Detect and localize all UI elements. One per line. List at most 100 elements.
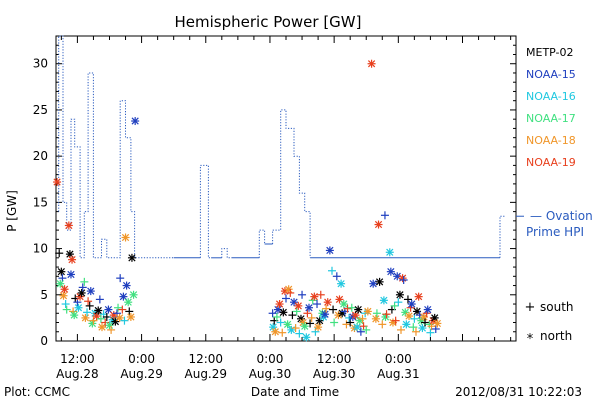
data-point-noaa-18-north bbox=[284, 285, 293, 294]
x-tick-label-date: Aug.30 bbox=[249, 367, 292, 381]
x-tick-label-date: Aug.31 bbox=[377, 367, 420, 381]
y-tick-label: 5 bbox=[40, 288, 48, 302]
marker-stroke bbox=[387, 268, 395, 276]
x-tick-label-date: Aug.30 bbox=[313, 367, 356, 381]
data-point-noaa-15-north bbox=[423, 305, 432, 314]
data-point-noaa-16-north bbox=[337, 279, 346, 288]
data-point-metp-02-north bbox=[354, 305, 363, 314]
data-point-metp-02-south bbox=[306, 319, 315, 328]
data-point-noaa-18-south bbox=[278, 328, 287, 337]
data-point-noaa-18-north bbox=[121, 233, 130, 242]
data-point-noaa-15-north bbox=[122, 281, 131, 290]
data-point-noaa-18-south bbox=[411, 327, 420, 336]
data-point-noaa-17-north bbox=[283, 320, 292, 329]
marker-stroke bbox=[386, 248, 394, 256]
marker-stroke bbox=[119, 293, 128, 301]
marker-stroke bbox=[78, 289, 86, 297]
data-point-noaa-18-south bbox=[358, 314, 367, 323]
marker-stroke bbox=[335, 295, 344, 304]
x-axis-label: Date and Time bbox=[251, 385, 339, 399]
data-point-metp-02-north bbox=[127, 253, 136, 262]
marker-stroke bbox=[275, 300, 284, 308]
data-point-noaa-19-north bbox=[398, 274, 407, 283]
data-point-noaa-16-south bbox=[61, 300, 70, 309]
data-point-noaa-15-north bbox=[369, 279, 378, 288]
data-point-metp-02-north bbox=[77, 288, 86, 297]
data-point-noaa-18-north bbox=[405, 312, 414, 321]
data-point-noaa-16-north bbox=[287, 325, 296, 334]
marker-stroke bbox=[57, 268, 65, 276]
data-point-noaa-19-south bbox=[101, 318, 110, 327]
marker-stroke bbox=[401, 308, 409, 316]
legend-entry-noaa-17: NOAA-17 bbox=[526, 112, 576, 125]
data-point-metp-02-south bbox=[125, 307, 134, 316]
data-point-noaa-19-north bbox=[294, 301, 303, 310]
data-point-noaa-19-north bbox=[64, 221, 73, 230]
marker-stroke bbox=[68, 256, 76, 264]
marker-stroke bbox=[105, 321, 114, 329]
ovation-label-line1: — Ovation bbox=[530, 209, 593, 223]
data-point-noaa-18-north bbox=[59, 291, 68, 300]
data-point-noaa-15-north bbox=[86, 287, 95, 296]
marker-legend-north: * north bbox=[527, 329, 572, 347]
data-point-metp-02-north bbox=[57, 267, 66, 276]
marker-stroke bbox=[271, 328, 279, 336]
data-point-noaa-15-south bbox=[95, 295, 104, 304]
data-point-metp-02-south bbox=[288, 311, 297, 320]
marker-stroke bbox=[301, 322, 309, 330]
data-point-noaa-19-north bbox=[414, 292, 423, 301]
ovation-dotted-segment bbox=[199, 164, 212, 259]
plot-credit: Plot: CCMC bbox=[4, 385, 70, 399]
marker-stroke bbox=[405, 312, 413, 320]
marker-stroke bbox=[131, 117, 139, 125]
data-point-noaa-15-south bbox=[380, 211, 389, 220]
data-point-noaa-19-south bbox=[84, 297, 93, 306]
data-point-noaa-19-south bbox=[382, 310, 391, 319]
y-tick-label: 0 bbox=[40, 334, 48, 348]
marker-stroke bbox=[279, 308, 287, 316]
marker-stroke bbox=[337, 280, 345, 288]
data-point-noaa-18-north bbox=[314, 323, 323, 332]
marker-stroke bbox=[354, 305, 362, 314]
legend-entry-metp-02: METP-02 bbox=[526, 46, 574, 59]
data-point-noaa-18-north bbox=[126, 312, 135, 321]
marker-stroke bbox=[269, 323, 277, 331]
ovation-dotted-segment bbox=[58, 35, 174, 259]
x-axis-ticks: 12:00Aug.280:00Aug.2912:00Aug.290:00Aug.… bbox=[56, 36, 512, 381]
marker-stroke bbox=[290, 298, 298, 306]
data-point-noaa-19-south bbox=[286, 288, 295, 297]
data-point-noaa-15-south bbox=[116, 274, 125, 283]
marker-stroke bbox=[369, 280, 377, 288]
data-point-noaa-18-north bbox=[363, 307, 372, 316]
marker-stroke bbox=[74, 304, 83, 312]
x-tick-label-time: 0:00 bbox=[128, 352, 155, 366]
data-point-noaa-16-south bbox=[426, 328, 435, 337]
marker-stroke bbox=[59, 292, 68, 300]
data-point-noaa-17-north bbox=[129, 290, 138, 299]
data-point-noaa-19-north bbox=[275, 300, 284, 309]
legend-entry-noaa-15: NOAA-15 bbox=[526, 68, 576, 81]
data-point-noaa-15-south bbox=[282, 294, 290, 303]
data-point-noaa-17-south bbox=[292, 307, 301, 316]
data-point-noaa-15-south bbox=[298, 290, 307, 299]
data-point-noaa-16-north bbox=[385, 248, 394, 257]
data-point-noaa-18-south bbox=[307, 313, 316, 322]
marker-stroke bbox=[408, 300, 416, 308]
marker-stroke bbox=[299, 318, 307, 327]
marker-stroke bbox=[116, 314, 124, 322]
data-point-noaa-16-south bbox=[394, 298, 403, 307]
data-point-noaa-19-south bbox=[343, 304, 352, 313]
y-axis-label: P [GW] bbox=[5, 190, 19, 232]
data-point-noaa-15-south bbox=[268, 309, 277, 318]
marker-label-north: north bbox=[540, 329, 572, 343]
data-point-noaa-17-south bbox=[62, 305, 71, 314]
marker-stroke bbox=[305, 304, 313, 312]
data-point-noaa-16-south bbox=[276, 318, 285, 327]
marker-stroke bbox=[53, 178, 61, 186]
data-point-noaa-19-north bbox=[374, 220, 383, 229]
marker-stroke bbox=[374, 220, 383, 229]
data-point-metp-02-south bbox=[55, 249, 64, 258]
marker-stroke bbox=[302, 333, 310, 341]
